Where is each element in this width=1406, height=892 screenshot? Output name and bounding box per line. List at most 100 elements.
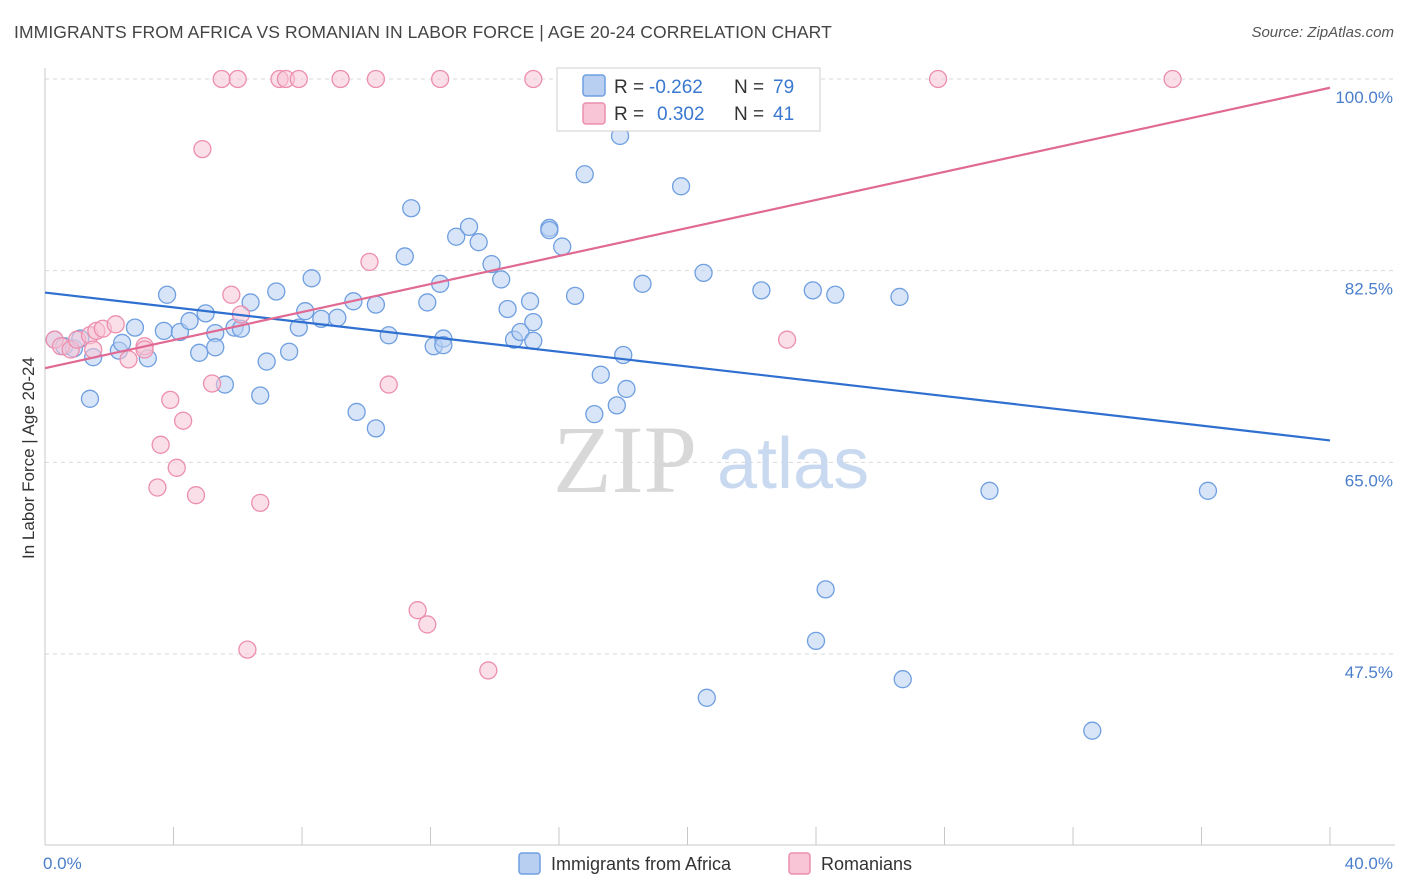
africa-point-47 [492, 270, 511, 289]
africa-point-33 [366, 295, 386, 314]
africa-point-35 [379, 326, 398, 345]
africa-point-53 [524, 331, 543, 350]
series-legend-swatch-romanians [788, 852, 811, 875]
legend-n-value-1: 79 [773, 77, 794, 98]
africa-point-24 [267, 282, 286, 301]
romanians-point-19 [202, 374, 222, 393]
romanians-point-22 [228, 69, 247, 89]
x-tick-labels: 0.0% 40.0% [43, 854, 1393, 873]
romanians-point-40 [1163, 69, 1182, 89]
y-tick-label-0: 47.5% [1345, 663, 1393, 682]
africa-point-13 [180, 311, 199, 331]
africa-point-44 [459, 217, 479, 237]
africa-point-55 [540, 220, 559, 240]
romanians-point-39 [928, 69, 948, 89]
africa-point-64 [614, 345, 633, 365]
legend-n-value-2: 41 [773, 104, 794, 125]
romanians-point-17 [186, 486, 206, 505]
africa-point-50 [511, 322, 530, 342]
stats-legend: R = -0.262 N = 79 R = 0.302 N = 41 [556, 67, 821, 132]
legend-n-label-2: N = [734, 104, 764, 125]
romanians-point-32 [379, 375, 398, 394]
romanians-point-33 [408, 601, 427, 620]
romanians-point-36 [479, 661, 498, 680]
romanians-point-12 [148, 478, 167, 497]
legend-n-label-1: N = [734, 77, 764, 98]
watermark: ZIP atlas [553, 406, 869, 513]
africa-point-11 [157, 285, 177, 304]
legend-r-value-1: -0.262 [649, 77, 703, 98]
trend-lines [44, 86, 1331, 442]
africa-point-70 [803, 281, 822, 300]
romanians-point-34 [418, 615, 437, 634]
romanians-point-9 [119, 350, 138, 369]
y-tick-label-2: 82.5% [1345, 280, 1393, 299]
y-axis-label: In Labor Force | Age 20-24 [19, 357, 38, 559]
series-legend: Immigrants from Africa Romanians [518, 852, 912, 875]
africa-point-10 [154, 321, 174, 341]
africa-point-42 [434, 335, 453, 355]
legend-r-label-1: R = [614, 77, 644, 98]
africa-point-37 [402, 199, 421, 218]
africa-point-75 [893, 670, 912, 689]
legend-swatch-pink [582, 102, 606, 125]
y-tick-labels: 47.5% 65.0% 82.5% 100.0% [1335, 88, 1393, 682]
y-tick-label-3: 100.0% [1335, 88, 1393, 107]
africa-point-32 [347, 402, 366, 422]
africa-point-69 [752, 281, 771, 300]
africa-point-48 [498, 299, 517, 319]
africa-point-52 [520, 292, 540, 311]
romanians-point-35 [430, 69, 450, 89]
axes [44, 68, 1395, 846]
africa-point-67 [694, 263, 713, 283]
africa-point-36 [395, 247, 414, 266]
africa-point-34 [366, 419, 386, 438]
africa-point-21 [241, 293, 260, 312]
africa-point-77 [1083, 721, 1102, 740]
watermark-zip: ZIP [553, 406, 697, 513]
series-legend-label-africa: Immigrants from Africa [551, 854, 732, 874]
series-romanians-points [45, 69, 1182, 680]
romanians-point-38 [777, 330, 797, 349]
trend-line-romanians [44, 86, 1331, 370]
watermark-atlas: atlas [717, 424, 869, 504]
africa-point-60 [591, 365, 610, 384]
romanians-point-20 [212, 69, 231, 89]
africa-point-43 [447, 227, 466, 246]
y-tick-label-1: 65.0% [1345, 471, 1393, 490]
x-tick-label-1: 40.0% [1345, 854, 1393, 873]
romanians-point-16 [173, 411, 193, 430]
africa-point-4 [80, 389, 100, 408]
romanians-point-13 [151, 435, 170, 454]
chart-source: Source: ZipAtlas.com [1251, 24, 1394, 41]
romanians-point-31 [366, 69, 386, 89]
chart-title: IMMIGRANTS FROM AFRICA VS ROMANIAN IN LA… [14, 22, 832, 42]
romanians-point-15 [167, 458, 186, 477]
africa-point-58 [575, 165, 594, 184]
africa-point-45 [469, 233, 488, 252]
africa-point-63 [617, 379, 636, 399]
africa-point-76 [980, 481, 999, 500]
africa-point-38 [418, 293, 437, 312]
africa-point-71 [806, 631, 826, 651]
africa-point-61 [607, 396, 626, 415]
africa-point-57 [565, 286, 585, 306]
romanians-point-8 [106, 315, 125, 334]
africa-point-15 [196, 304, 215, 323]
africa-point-30 [328, 308, 347, 327]
africa-point-23 [257, 352, 276, 371]
romanians-point-14 [161, 390, 180, 410]
romanians-point-28 [289, 69, 308, 89]
africa-point-66 [671, 177, 691, 196]
africa-point-56 [553, 237, 572, 256]
africa-point-59 [585, 404, 604, 424]
series-legend-label-romanians: Romanians [821, 854, 912, 874]
romanians-point-21 [222, 285, 241, 304]
romanians-point-30 [360, 252, 379, 272]
africa-point-8 [125, 318, 145, 337]
africa-point-17 [206, 338, 225, 357]
legend-r-value-2: 0.302 [657, 104, 705, 125]
africa-point-25 [279, 342, 299, 361]
africa-point-74 [890, 287, 909, 307]
